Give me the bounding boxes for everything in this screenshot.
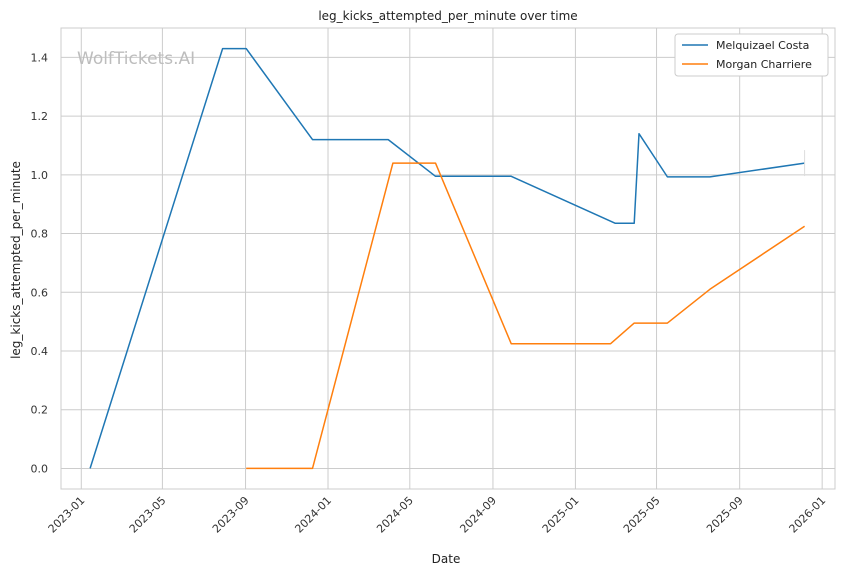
series-line-morgan-charriere — [246, 162, 806, 470]
x-tick-label: 2025-09 — [704, 494, 746, 536]
x-tick-label: 2025-05 — [621, 494, 663, 536]
y-tick-label: 0.8 — [31, 228, 49, 241]
series-layer — [89, 47, 806, 470]
x-tick-label: 2023-09 — [210, 494, 252, 536]
y-tick-label: 1.0 — [31, 169, 49, 182]
chart-title: leg_kicks_attempted_per_minute over time — [318, 9, 577, 23]
plot-frame — [60, 27, 836, 490]
x-tick-label: 2025-01 — [540, 494, 582, 536]
y-tick-label: 1.2 — [31, 110, 49, 123]
x-tick-label: 2024-05 — [374, 494, 416, 536]
y-tick-label: 0.0 — [31, 462, 49, 475]
series-line-melquizael-costa — [89, 47, 805, 469]
y-tick-label: 0.4 — [31, 345, 49, 358]
legend-box — [674, 33, 829, 77]
x-tick-label: 2024-09 — [457, 494, 499, 536]
x-tick-label: 2023-05 — [127, 494, 169, 536]
watermark: WolfTickets.AI — [77, 49, 195, 69]
y-tick-labels: 0.0 0.2 0.4 0.6 0.8 1.0 1.2 1.4 — [31, 51, 49, 475]
legend-label-morgan-charriere: Morgan Charriere — [716, 58, 812, 71]
y-tick-label: 1.4 — [31, 51, 49, 64]
x-tick-labels: 2023-01 2023-05 2023-09 2024-01 2024-05 2024-… — [46, 494, 829, 536]
x-tick-label: 2026-01 — [787, 494, 829, 536]
y-tick-label: 0.6 — [31, 286, 49, 299]
x-tick-label: 2023-01 — [46, 494, 88, 536]
x-axis-label: Date — [432, 552, 461, 566]
legend-label-melquizael-costa: Melquizael Costa — [716, 39, 809, 52]
x-tick-label: 2024-01 — [292, 494, 334, 536]
plot-background — [61, 28, 835, 489]
legend: Melquizael Costa Morgan Charriere — [674, 33, 829, 77]
y-axis-label: leg_kicks_attempted_per_minute — [9, 161, 23, 359]
y-tick-label: 0.2 — [31, 404, 49, 417]
